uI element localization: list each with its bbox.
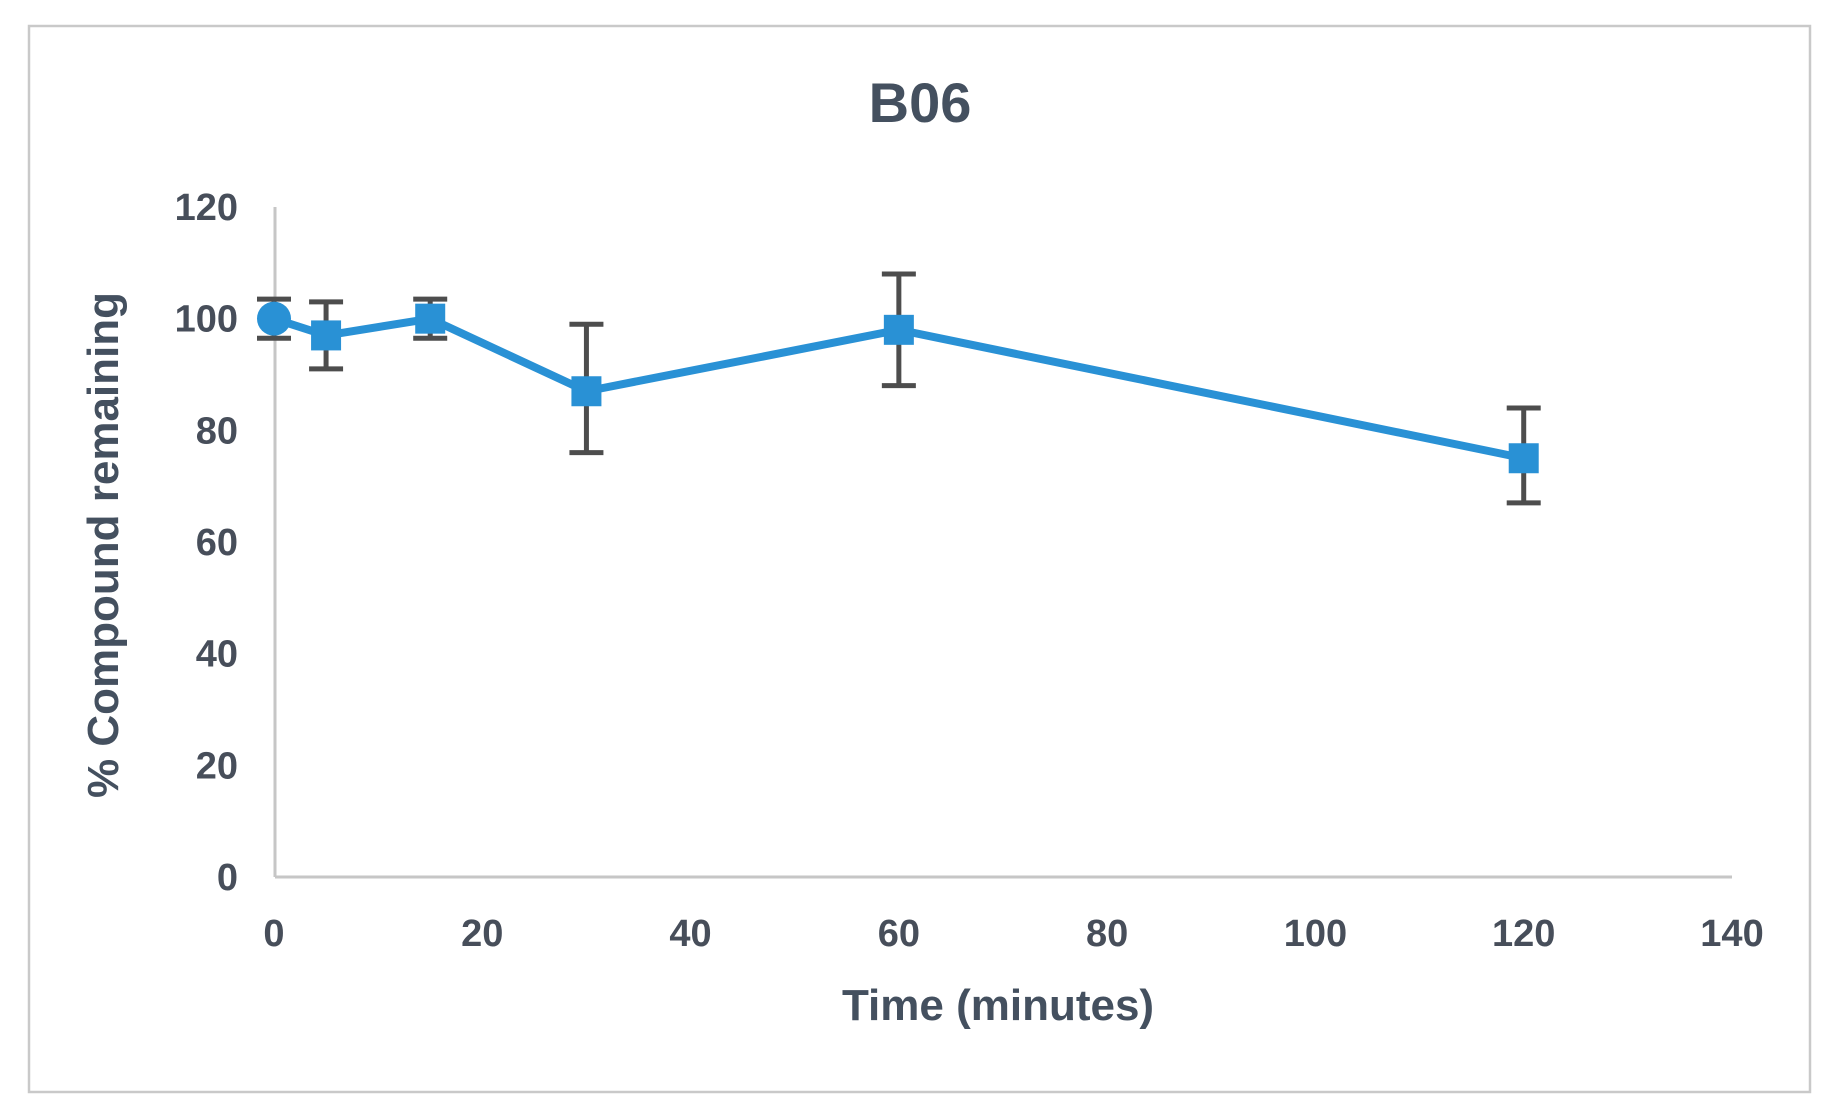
data-point-marker-square bbox=[883, 314, 914, 345]
y-tick-label: 80 bbox=[196, 410, 238, 452]
x-tick-label: 20 bbox=[461, 913, 503, 955]
y-tick-label: 20 bbox=[196, 745, 238, 787]
data-point-marker-square bbox=[1508, 443, 1539, 474]
x-tick-label: 100 bbox=[1284, 913, 1347, 955]
data-point-marker-square bbox=[571, 376, 602, 407]
chart-title: B06 bbox=[869, 71, 972, 134]
x-tick-label: 80 bbox=[1086, 913, 1128, 955]
data-point-marker-circle bbox=[257, 301, 291, 336]
x-tick-label: 140 bbox=[1700, 913, 1763, 955]
x-tick-label: 120 bbox=[1492, 913, 1555, 955]
x-axis-title: Time (minutes) bbox=[842, 981, 1154, 1030]
x-tick-label: 60 bbox=[878, 913, 920, 955]
y-tick-label: 40 bbox=[196, 634, 238, 676]
chart-border bbox=[27, 24, 1812, 1094]
data-point-marker-square bbox=[415, 303, 446, 334]
x-tick-label: 40 bbox=[669, 913, 711, 955]
y-tick-label: 60 bbox=[196, 522, 238, 564]
x-tick-label: 0 bbox=[263, 913, 284, 955]
y-tick-label: 120 bbox=[175, 187, 238, 229]
data-point-marker-square bbox=[311, 320, 342, 351]
plot-area: 0 20 40 60 80 100 120 0 20 40 60 80 100 120 140 bbox=[175, 187, 1764, 955]
y-tick-label: 0 bbox=[217, 857, 238, 899]
y-tick-label: 100 bbox=[175, 299, 238, 341]
y-axis-title: % Compound remaining bbox=[79, 292, 128, 798]
